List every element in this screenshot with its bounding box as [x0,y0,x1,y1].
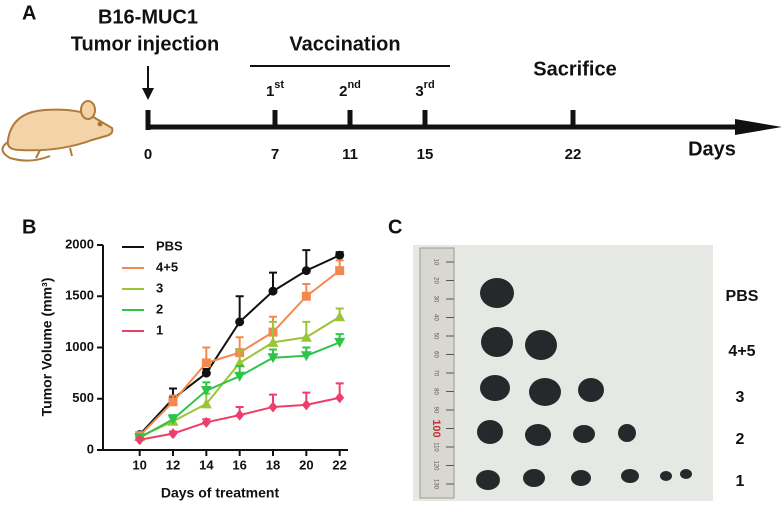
ruler-label: 70 [432,370,438,377]
marker [135,434,145,446]
x-tick-label: 14 [199,457,214,472]
legend-label: 2 [156,301,163,316]
marker [200,386,212,397]
ruler-label: 120 [432,460,438,471]
x-tick-label: 22 [332,457,346,472]
marker [334,337,346,348]
marker [201,358,211,368]
group-label: 2 [736,431,745,448]
marker [235,317,245,327]
arrow-head [142,88,154,100]
legend-label: 4+5 [156,259,178,274]
panel-letter: B [22,216,36,238]
cell-line: B16-MUC1 [98,6,198,28]
day-label: 7 [271,146,279,163]
dose-label: 2nd [339,79,361,100]
day-label: 0 [144,146,152,163]
marker [335,266,345,276]
marker [334,311,346,322]
y-tick-label: 1000 [65,339,94,354]
ruler-label: 20 [432,277,438,284]
marker [235,409,245,421]
x-tick-label: 12 [166,457,180,472]
timeline-arrow [735,119,782,135]
marker [201,368,211,378]
x-tick-label: 20 [299,457,313,472]
dose-label: 3rd [415,79,434,100]
marker [234,357,246,368]
ruler-label: 100 [430,419,442,437]
group-label: 1 [736,473,745,490]
marker [167,414,179,425]
ruler-label: 130 [432,479,438,490]
marker [234,371,246,382]
x-tick-label: 16 [232,457,246,472]
marker [301,291,311,301]
days-label: Days [688,138,736,160]
mouse-icon [1,100,114,162]
ruler-label: 60 [432,351,438,358]
marker [301,266,311,276]
legend-label: 3 [156,280,163,295]
marker [300,351,312,362]
group-label: 3 [736,389,745,406]
panel-letter: C [388,216,402,238]
marker [267,353,279,364]
marker [200,398,212,409]
marker [268,286,278,296]
marker [300,331,312,342]
vaccination-label: Vaccination [289,33,400,55]
marker [335,392,345,404]
y-tick-label: 1500 [65,288,94,303]
y-tick-label: 500 [72,390,94,405]
ruler-label: 110 [432,442,438,452]
photo [413,245,713,501]
marker [267,336,279,347]
ruler-ticks: 10 20 30 40 50 60 70 80 90 100 110 120 130 [430,259,454,490]
ruler-label: 30 [432,296,438,303]
x-tick-label: 18 [266,457,280,472]
ruler-label: 90 [432,407,438,414]
marker [168,397,178,407]
ruler-label: 80 [432,388,438,395]
group-label: 4+5 [728,343,755,360]
y-tick-label: 2000 [65,236,94,251]
y-axis-label: Tumor Volume (mm³) [39,278,55,417]
dose-label: 1st [266,79,284,100]
panel-letter: A [22,2,36,24]
tumors [476,278,692,490]
day-label: 15 [417,146,434,163]
legend-label: PBS [156,238,183,253]
marker [335,250,345,260]
injection-label: Tumor injection [71,33,220,55]
x-tick-label: 10 [132,457,146,472]
ruler-label: 10 [432,259,438,266]
sacrifice-label: Sacrifice [533,58,616,80]
legend-label: 1 [156,322,163,337]
day-label: 22 [565,146,582,163]
x-axis-label: Days of treatment [161,485,280,501]
y-tick-label: 0 [87,441,94,456]
marker [268,401,278,413]
group-label: PBS [726,288,759,305]
marker [168,428,178,440]
line-chart: B Days of treatment Tumor Volume (mm³) 0… [22,216,348,501]
marker [201,416,211,428]
day-label: 11 [342,146,358,163]
marker [301,399,311,411]
ruler-label: 40 [432,314,438,321]
ruler-label: 50 [432,333,438,340]
